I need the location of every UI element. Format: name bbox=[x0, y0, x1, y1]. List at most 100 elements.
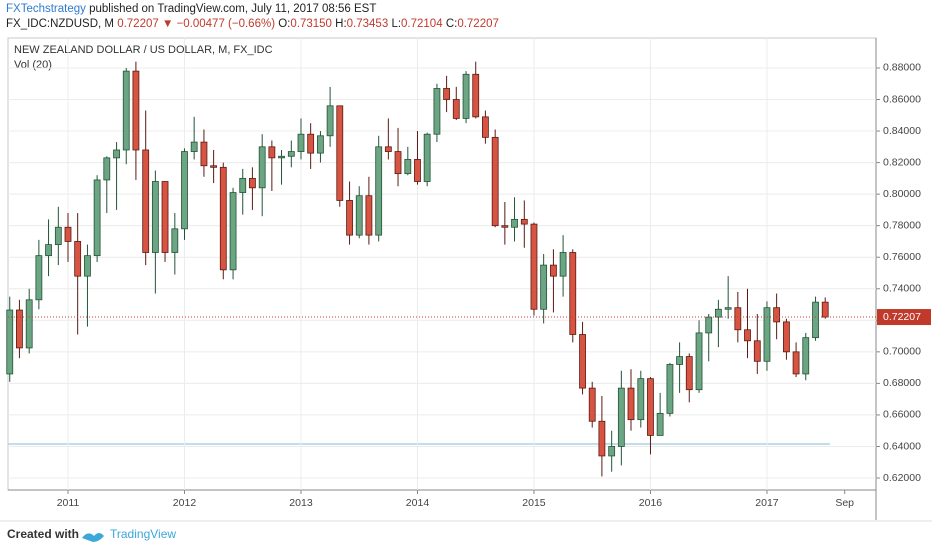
y-tick-label: 0.76000 bbox=[883, 251, 921, 263]
candle-body bbox=[714, 308, 722, 318]
candle-body bbox=[93, 179, 101, 257]
candle-body bbox=[588, 387, 596, 422]
candle-body bbox=[190, 141, 198, 152]
l-value: 0.72104 bbox=[401, 18, 443, 30]
candle-body bbox=[219, 166, 227, 271]
candle-body bbox=[763, 307, 771, 362]
candle-body bbox=[676, 356, 683, 365]
candle-body bbox=[142, 149, 150, 253]
candle-body bbox=[355, 195, 363, 236]
candle-body bbox=[200, 141, 208, 167]
candle-body bbox=[666, 364, 674, 414]
candle-body bbox=[617, 387, 625, 447]
last-price-box bbox=[877, 309, 931, 326]
tradingview-logo bbox=[82, 533, 104, 542]
candle-body bbox=[705, 316, 713, 334]
candle-body bbox=[258, 146, 266, 189]
x-tick-label: 2016 bbox=[639, 497, 663, 509]
marks: 0.620000.640000.660000.680000.700000.720… bbox=[6, 38, 931, 509]
candle-body bbox=[433, 88, 441, 135]
y-tick-label: 0.66000 bbox=[883, 409, 921, 421]
y-tick-label: 0.64000 bbox=[883, 440, 921, 452]
h-value: 0.73453 bbox=[346, 18, 389, 30]
candle-body bbox=[753, 340, 761, 362]
x-tick-label: 2017 bbox=[755, 497, 779, 509]
candle-body bbox=[598, 420, 606, 457]
candle-body bbox=[744, 329, 751, 342]
candle-body bbox=[287, 151, 295, 157]
candle-body bbox=[25, 299, 33, 349]
l-label: L: bbox=[391, 18, 402, 30]
candle-body bbox=[404, 159, 412, 175]
candle-body bbox=[161, 181, 169, 253]
candle-body bbox=[74, 241, 82, 277]
y-tick-label: 0.88000 bbox=[883, 62, 921, 74]
candle-body bbox=[336, 105, 344, 201]
candle-body bbox=[540, 264, 548, 310]
candle-body bbox=[229, 192, 237, 271]
candle-body bbox=[326, 105, 334, 137]
c-label: C: bbox=[445, 18, 458, 30]
candle-body bbox=[16, 309, 23, 349]
candle-body bbox=[103, 157, 111, 181]
last: 0.72207 bbox=[117, 18, 159, 30]
candle-body bbox=[113, 149, 120, 159]
candle-body bbox=[307, 133, 315, 154]
candle-body bbox=[821, 301, 829, 318]
candle-body bbox=[579, 334, 586, 389]
candle-body bbox=[84, 255, 91, 277]
candle-body bbox=[472, 73, 480, 118]
candle-body bbox=[783, 321, 790, 353]
candle-body bbox=[414, 159, 421, 182]
candle-body bbox=[792, 351, 800, 375]
candle-body bbox=[268, 146, 276, 159]
symbol: FX_IDC:NZDUSD, M bbox=[6, 18, 114, 30]
y-tick-label: 0.68000 bbox=[883, 377, 921, 389]
candle-body bbox=[151, 181, 159, 253]
y-tick-label: 0.82000 bbox=[883, 156, 921, 168]
published: published on TradingView.com, July 11, 2… bbox=[89, 3, 377, 15]
candle-body bbox=[462, 73, 470, 119]
y-tick-label: 0.84000 bbox=[883, 125, 921, 137]
footer-brand[interactable]: TradingView bbox=[110, 527, 176, 541]
candle-body bbox=[423, 133, 431, 182]
candle-body bbox=[559, 252, 567, 277]
publish-line: FXTechstrategy published on TradingView.… bbox=[6, 3, 376, 15]
h-label: H: bbox=[335, 18, 347, 30]
candle-body bbox=[685, 356, 693, 391]
last-price-label: 0.72207 bbox=[883, 311, 921, 323]
candle-body bbox=[394, 151, 402, 175]
x-tick-label: 2012 bbox=[173, 497, 197, 509]
candle-body bbox=[443, 88, 451, 100]
author[interactable]: FXTechstrategy bbox=[6, 3, 86, 15]
y-tick-label: 0.78000 bbox=[883, 219, 921, 231]
candle-body bbox=[6, 309, 14, 375]
o-label: O: bbox=[278, 18, 291, 30]
chart-title: NEW ZEALAND DOLLAR / US DOLLAR, M, FX_ID… bbox=[14, 44, 273, 56]
candle-body bbox=[647, 378, 654, 436]
y-tick-label: 0.86000 bbox=[883, 93, 921, 105]
candle-body bbox=[569, 252, 577, 335]
candle-body bbox=[812, 301, 819, 339]
candle-body bbox=[278, 155, 285, 159]
change: −0.00477 (−0.66%) bbox=[176, 18, 276, 30]
candle-body bbox=[520, 218, 528, 225]
candle-body bbox=[550, 264, 557, 277]
x-tick-label: 2013 bbox=[289, 497, 313, 509]
candle-body bbox=[695, 332, 703, 391]
candle-body bbox=[627, 387, 635, 421]
y-tick-label: 0.62000 bbox=[883, 472, 921, 484]
candle-body bbox=[122, 70, 130, 151]
candle-body bbox=[452, 99, 460, 119]
candle-body bbox=[724, 307, 732, 310]
candle-body bbox=[511, 218, 518, 228]
y-tick-label: 0.80000 bbox=[883, 188, 921, 200]
candle-body bbox=[491, 136, 499, 227]
candle-body bbox=[181, 151, 188, 230]
indicator-label: Vol (20) bbox=[14, 59, 52, 71]
candle-body bbox=[64, 226, 72, 242]
candle-body bbox=[656, 412, 664, 436]
candle-body bbox=[802, 337, 810, 375]
footer-created: Created with bbox=[7, 527, 79, 541]
candle-body bbox=[297, 133, 305, 152]
